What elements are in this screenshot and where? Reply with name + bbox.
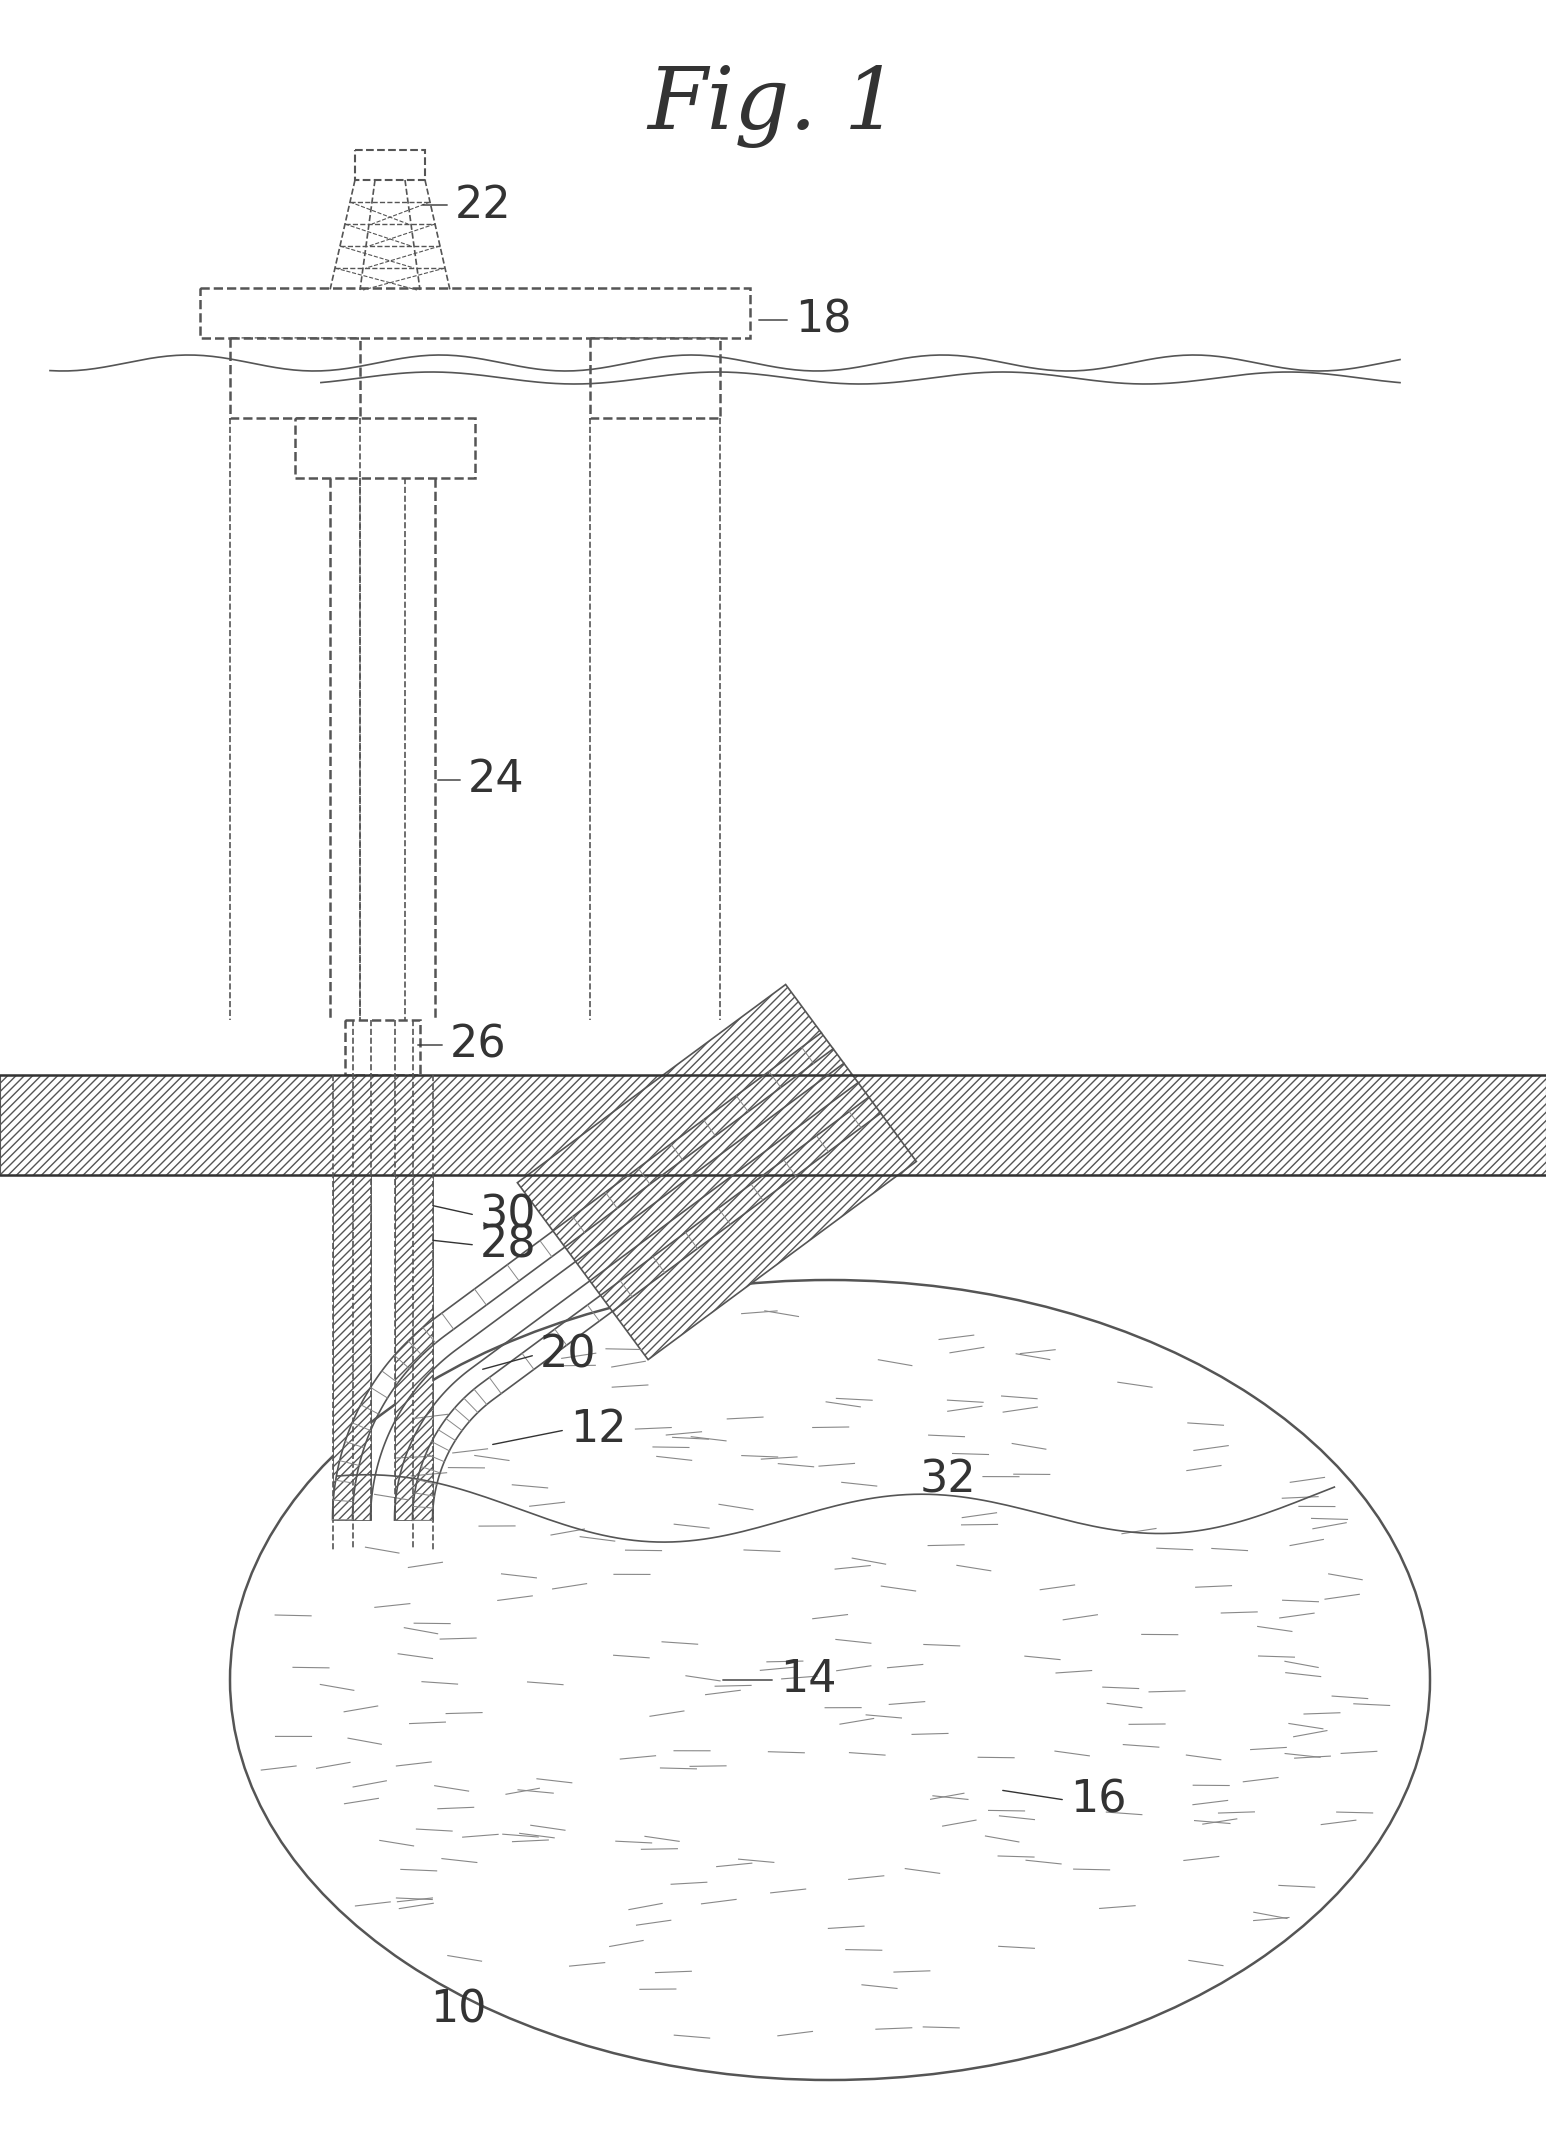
Bar — [591, 339, 720, 418]
Bar — [345, 1019, 421, 1075]
Text: 26: 26 — [450, 1024, 507, 1067]
Bar — [394, 1176, 433, 1519]
Bar — [356, 150, 425, 180]
Text: 22: 22 — [455, 185, 512, 227]
Text: 20: 20 — [540, 1333, 597, 1376]
Text: 30: 30 — [479, 1193, 536, 1236]
Polygon shape — [518, 985, 917, 1361]
Text: 10: 10 — [430, 1989, 487, 2032]
Text: 18: 18 — [795, 298, 852, 341]
Text: 32: 32 — [920, 1459, 977, 1502]
Text: Fig. 1: Fig. 1 — [648, 64, 898, 148]
Bar — [295, 418, 475, 479]
Text: 16: 16 — [1070, 1779, 1127, 1822]
Text: 24: 24 — [468, 758, 524, 800]
Bar — [0, 1075, 1546, 1176]
Bar — [199, 288, 750, 339]
Bar — [230, 339, 360, 418]
Text: 14: 14 — [781, 1659, 836, 1702]
Text: 28: 28 — [479, 1223, 536, 1266]
Text: 12: 12 — [570, 1408, 626, 1451]
Bar — [332, 1176, 371, 1519]
